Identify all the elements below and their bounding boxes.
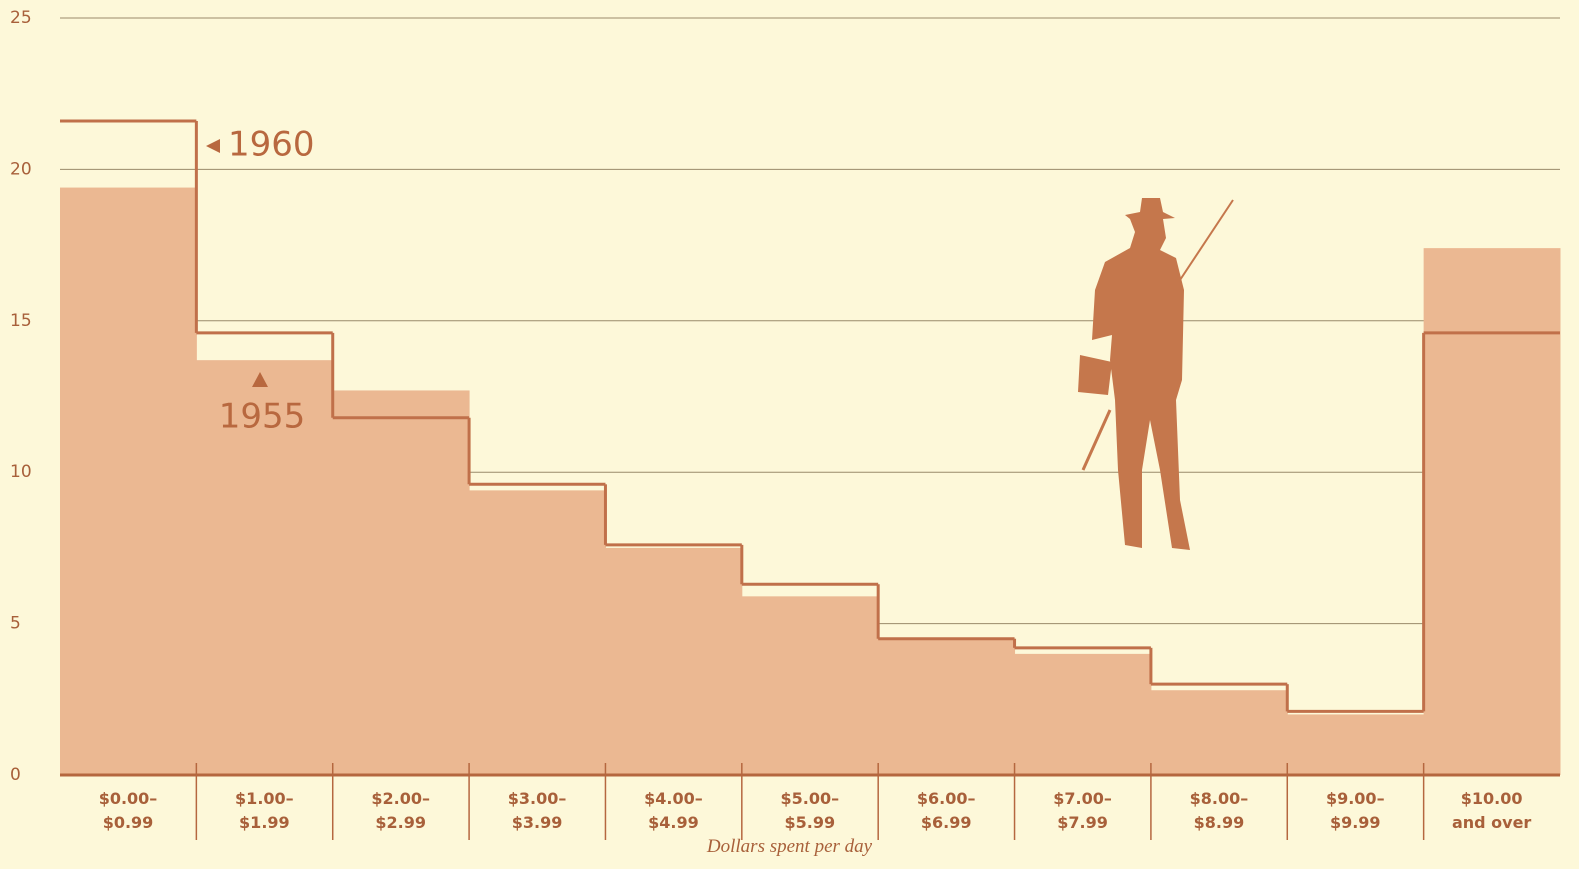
y-tick-label: 15 [10,311,32,331]
y-tick-label: 25 [10,8,32,28]
x-tick-label: $7.00– $7.99 [1053,789,1112,832]
x-tick-label: $1.00– $1.99 [235,789,294,832]
x-tick-label: $8.00– $8.99 [1189,789,1249,832]
pointer [252,372,268,387]
bar [1287,714,1425,775]
x-tick-label: $10.00 and over [1451,789,1532,832]
fishing-rod [1179,199,1234,281]
series-label: 1955 [219,397,306,437]
series-label: 1960 [228,125,315,165]
bar [1423,248,1561,776]
y-tick-label: 5 [10,614,21,634]
bar [878,638,1016,775]
x-tick-label: $0.00– $0.99 [98,789,158,832]
x-tick-label: $3.00– $3.99 [507,789,567,832]
bar [60,187,197,775]
y-tick-label: 20 [10,159,32,179]
y-tick-label: 0 [10,765,21,785]
bar [1014,653,1152,775]
bar [605,547,743,775]
x-tick-label: $2.00– $2.99 [371,789,431,832]
x-tick-label: $9.00– $9.99 [1325,789,1385,832]
bar [741,596,879,775]
x-tick-label: $5.00– $5.99 [780,789,840,832]
bar [196,360,334,775]
y-tick-label: 10 [10,462,32,482]
pointer [206,139,220,153]
fishing-rod [1081,409,1112,471]
bar [1150,690,1288,775]
bar [332,390,470,775]
x-tick-label: $6.00– $6.99 [916,789,976,832]
x-axis-label: Dollars spent per day [706,836,873,857]
marks [60,187,1561,776]
fisherman [1078,198,1190,550]
bar [469,490,606,775]
x-tick-label: $4.00– $4.99 [644,789,703,832]
